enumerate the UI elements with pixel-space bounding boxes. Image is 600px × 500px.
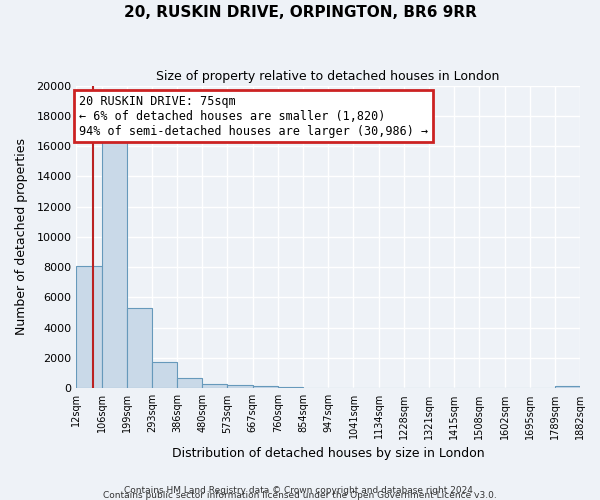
- Title: Size of property relative to detached houses in London: Size of property relative to detached ho…: [157, 70, 500, 83]
- Bar: [278, 387, 303, 388]
- Y-axis label: Number of detached properties: Number of detached properties: [15, 138, 28, 336]
- Bar: [127, 308, 152, 388]
- Bar: [253, 386, 278, 388]
- Text: Contains HM Land Registry data © Crown copyright and database right 2024.: Contains HM Land Registry data © Crown c…: [124, 486, 476, 495]
- Bar: [152, 362, 177, 388]
- X-axis label: Distribution of detached houses by size in London: Distribution of detached houses by size …: [172, 447, 484, 460]
- Bar: [76, 266, 101, 388]
- Bar: [227, 384, 253, 388]
- Bar: [555, 386, 580, 388]
- Bar: [101, 138, 127, 388]
- Bar: [202, 384, 227, 388]
- Text: Contains public sector information licensed under the Open Government Licence v3: Contains public sector information licen…: [103, 490, 497, 500]
- Text: 20, RUSKIN DRIVE, ORPINGTON, BR6 9RR: 20, RUSKIN DRIVE, ORPINGTON, BR6 9RR: [124, 5, 476, 20]
- Bar: [177, 378, 202, 388]
- Text: 20 RUSKIN DRIVE: 75sqm
← 6% of detached houses are smaller (1,820)
94% of semi-d: 20 RUSKIN DRIVE: 75sqm ← 6% of detached …: [79, 94, 428, 138]
